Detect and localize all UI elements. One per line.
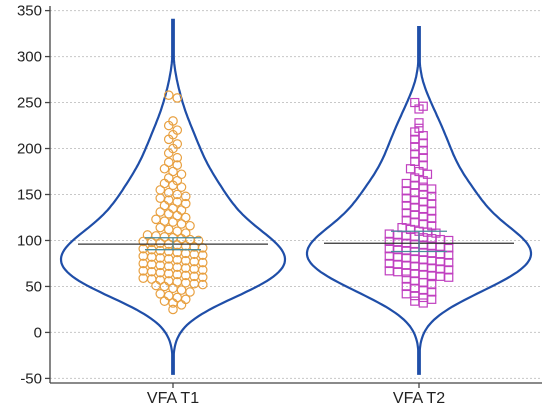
data-point (176, 169, 187, 180)
y-tick-label: 100 (17, 232, 42, 249)
data-point (427, 287, 437, 297)
data-point (185, 287, 195, 297)
data-point (427, 206, 437, 216)
data-point (427, 199, 437, 209)
data-point (185, 220, 195, 231)
data-point (172, 160, 183, 170)
data-point (197, 250, 208, 260)
data-point (168, 116, 178, 126)
data-point (163, 173, 174, 183)
data-point (172, 175, 183, 186)
data-point (180, 198, 191, 209)
violin-shapes (59, 18, 533, 375)
data-point (163, 209, 174, 219)
data-point (418, 145, 428, 155)
data-point (444, 272, 454, 282)
data-point (159, 178, 170, 189)
tick-labels: -50 0 50 100 150 200 250 300 350 VFA T1 VFA T2 (17, 3, 445, 407)
data-point (155, 193, 166, 203)
data-point (163, 90, 174, 100)
category-label: VFA T2 (393, 390, 445, 407)
data-point (418, 160, 428, 170)
data-point (180, 294, 191, 305)
data-point (197, 265, 208, 275)
data-point (418, 298, 428, 308)
data-point (414, 118, 424, 128)
data-point (155, 185, 166, 195)
data-point (427, 280, 437, 290)
y-tick-label: 300 (17, 49, 42, 66)
data-point (197, 279, 208, 290)
data-point (176, 205, 187, 215)
data-point (172, 125, 183, 135)
data-point (197, 257, 208, 268)
data-point (172, 139, 183, 149)
data-point (444, 250, 454, 260)
data-point (444, 235, 454, 246)
data-point (414, 123, 424, 133)
data-point (172, 152, 183, 163)
data-point (410, 296, 420, 306)
violin-1 (59, 18, 287, 375)
data-point (427, 221, 437, 231)
violin-2 (305, 26, 533, 375)
data-point (163, 157, 174, 168)
data-point (427, 184, 437, 194)
data-point (180, 191, 191, 202)
median-and-ci-lines (78, 230, 514, 253)
data-point (444, 265, 454, 275)
data-point (444, 257, 454, 268)
data-point (159, 163, 170, 174)
axes (45, 6, 542, 388)
y-tick-label: 250 (17, 95, 42, 112)
data-point (427, 213, 437, 224)
data-point (168, 166, 178, 177)
data-point (418, 101, 428, 111)
data-point (168, 304, 178, 315)
data-point (151, 231, 161, 241)
data-point (418, 138, 428, 148)
data-point (427, 191, 437, 201)
data-point (427, 294, 437, 304)
grid-lines (50, 10, 542, 379)
y-tick-label: -50 (20, 370, 42, 387)
data-points (138, 90, 454, 315)
data-point (422, 169, 433, 179)
data-point (197, 272, 208, 283)
y-tick-label: 150 (17, 187, 42, 204)
data-point (176, 182, 187, 192)
category-label: VFA T1 (147, 390, 199, 407)
y-tick-label: 50 (25, 278, 42, 295)
y-tick-label: 0 (34, 324, 42, 341)
data-point (180, 212, 191, 223)
y-tick-label: 350 (17, 3, 42, 20)
data-point (172, 93, 183, 103)
y-tick-label: 200 (17, 141, 42, 158)
data-point (418, 153, 428, 163)
